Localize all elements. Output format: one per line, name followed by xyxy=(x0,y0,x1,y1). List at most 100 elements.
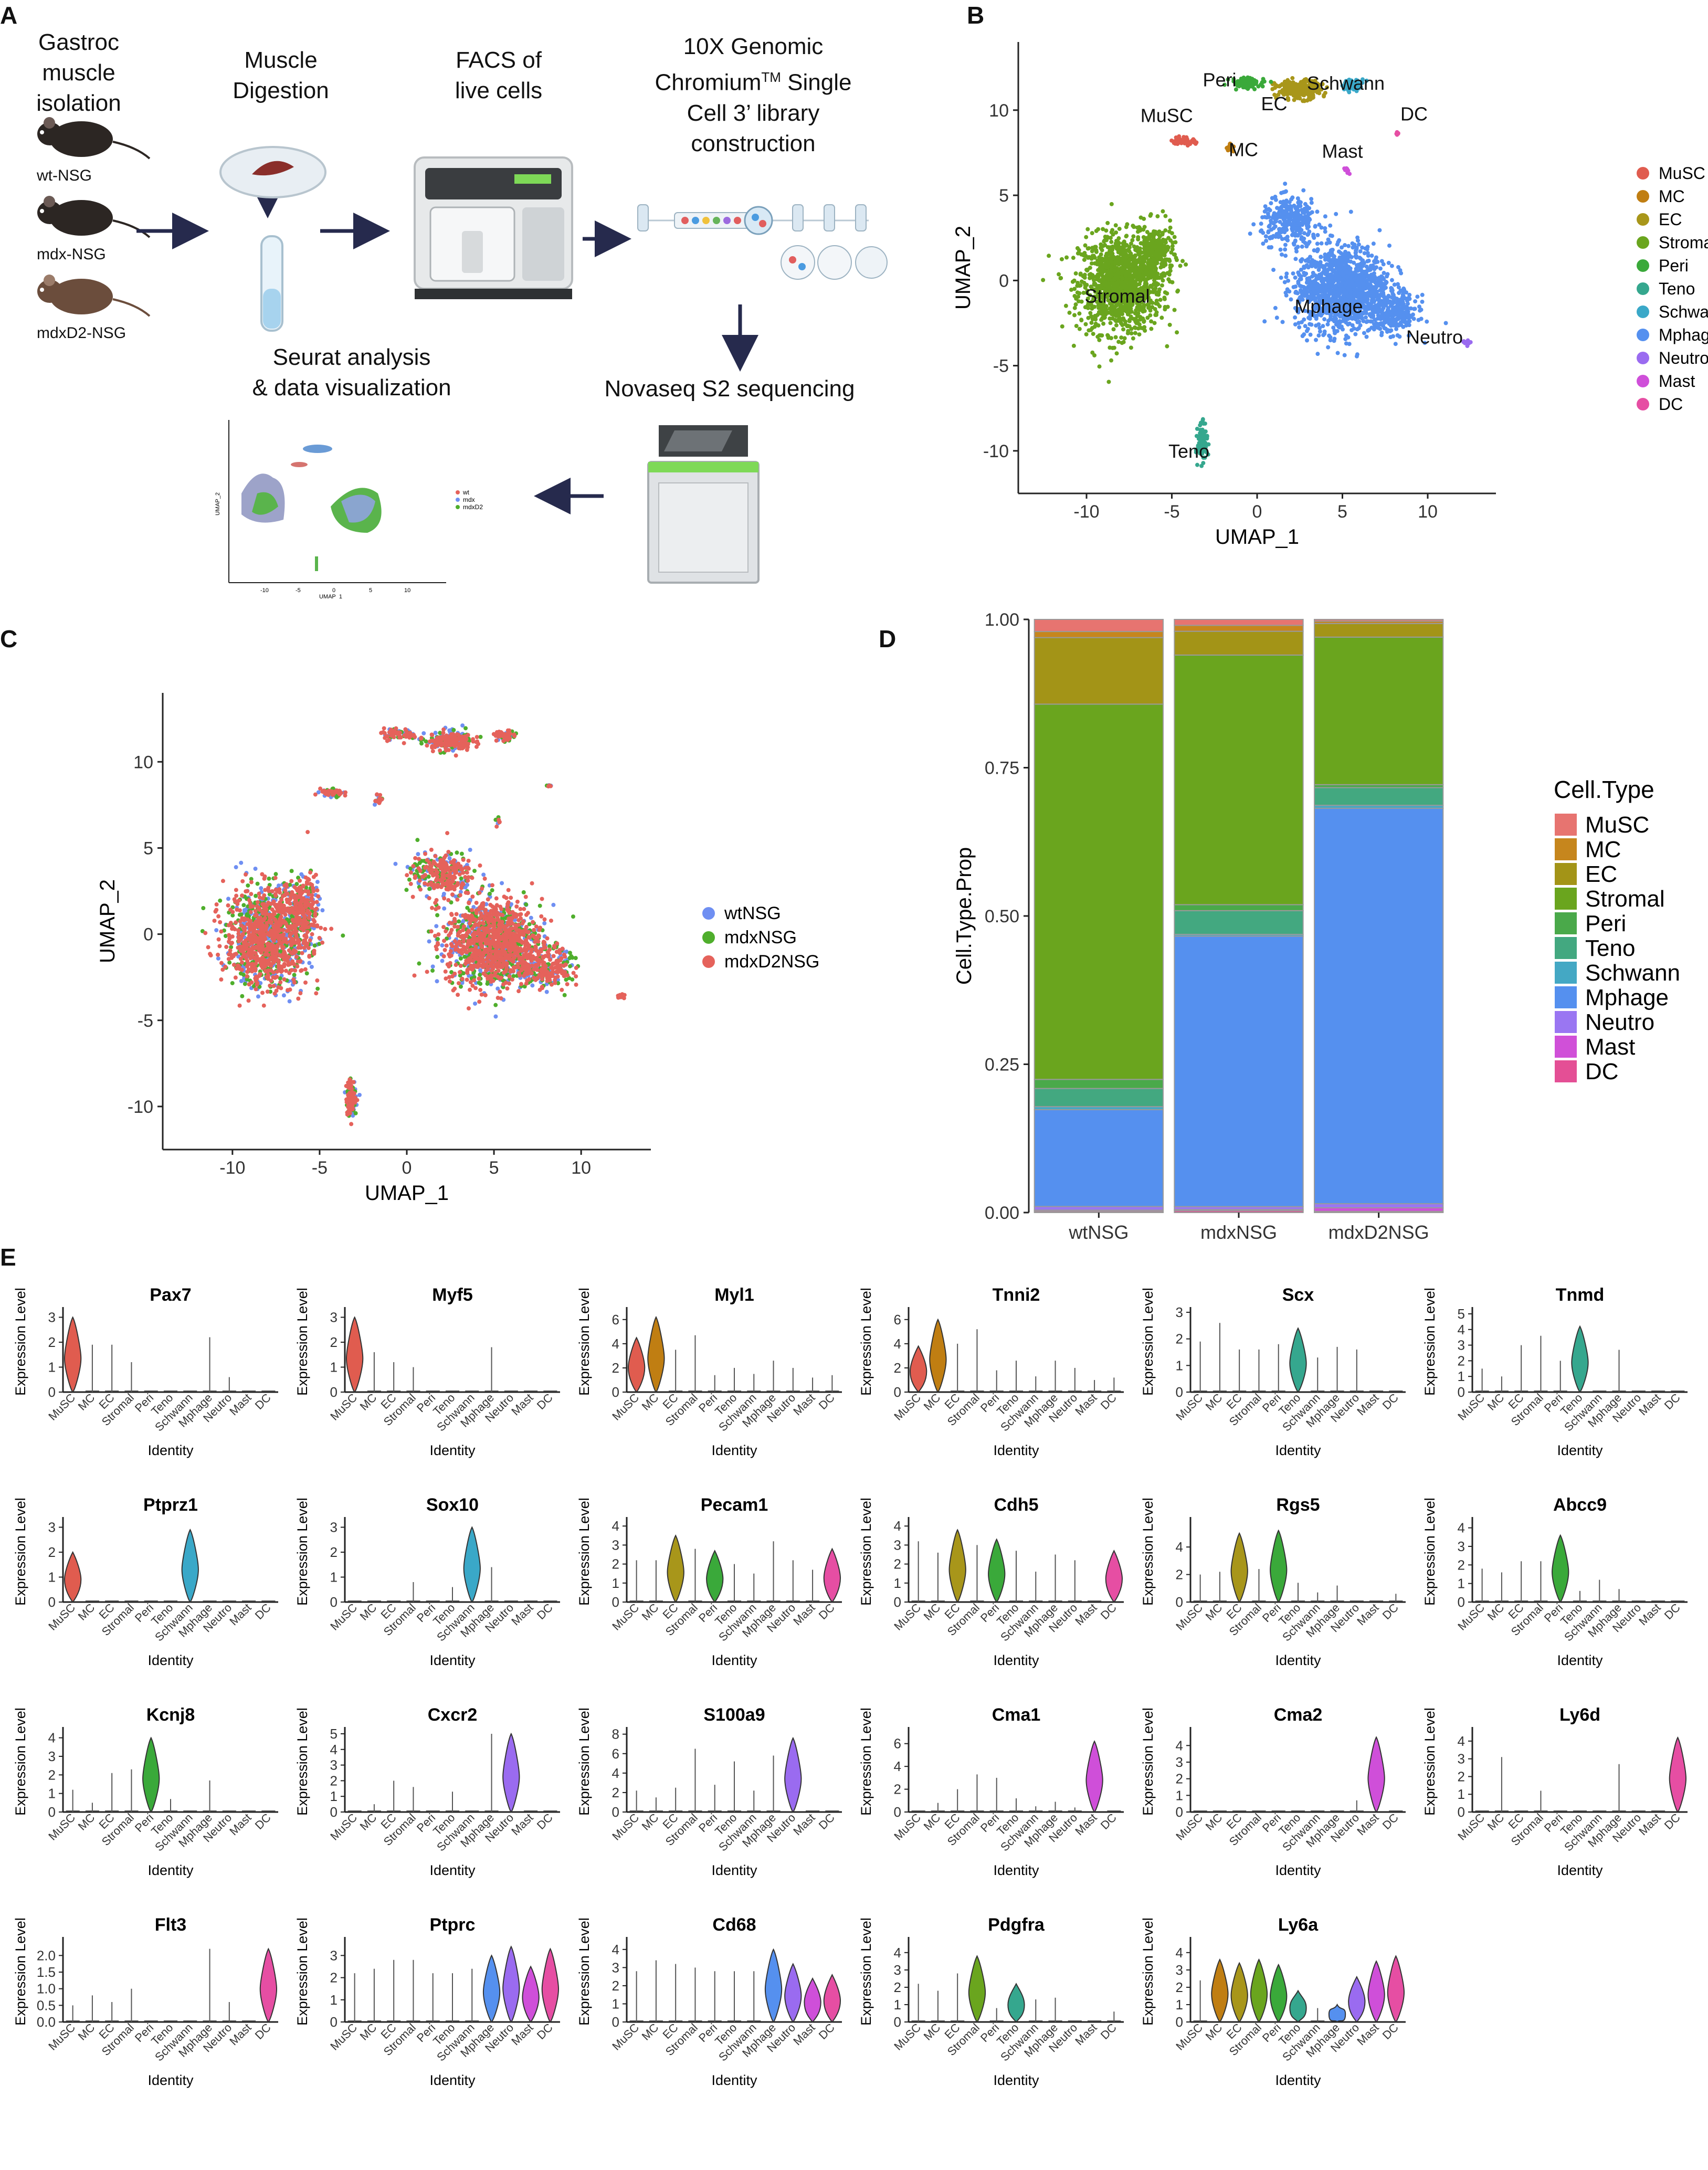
umap-point xyxy=(1334,306,1338,310)
umap-point xyxy=(1148,213,1153,218)
umap-point xyxy=(1124,234,1129,238)
umap-point xyxy=(1345,171,1350,175)
umap-point xyxy=(1323,229,1327,234)
umap-point xyxy=(1130,266,1134,271)
umap-point xyxy=(1121,276,1125,281)
umap-point xyxy=(1200,417,1205,422)
umap-point xyxy=(1102,263,1106,268)
umap-point xyxy=(1415,294,1420,299)
umap-point xyxy=(1313,283,1317,288)
umap-point xyxy=(1279,276,1283,280)
y-axis-title: UMAP_2 xyxy=(952,226,975,310)
umap-point xyxy=(1141,296,1145,301)
umap-point xyxy=(1134,275,1139,280)
umap-point xyxy=(1396,131,1400,136)
umap-point xyxy=(1406,301,1410,306)
umap-point xyxy=(1349,255,1354,259)
umap-point xyxy=(1085,256,1090,260)
umap-point xyxy=(1151,237,1156,241)
umap-point xyxy=(1346,244,1351,248)
umap-point xyxy=(1145,315,1150,320)
umap-point xyxy=(1346,283,1351,288)
umap-point xyxy=(1132,293,1136,298)
umap-point xyxy=(1088,266,1092,270)
umap-point xyxy=(1412,307,1417,311)
umap-point xyxy=(1413,299,1418,304)
umap-point xyxy=(1365,251,1370,256)
umap-point xyxy=(1391,292,1396,297)
step-line-text: 10X Genomic xyxy=(683,34,824,59)
umap-point xyxy=(1353,317,1358,322)
umap-point xyxy=(1101,321,1106,326)
cluster-label: DC xyxy=(1400,103,1428,124)
umap-point xyxy=(1121,327,1126,332)
umap-point xyxy=(1342,256,1347,260)
umap-point xyxy=(1354,254,1359,259)
umap-point xyxy=(1114,323,1119,328)
umap-point xyxy=(1366,273,1371,278)
legend-label: Schwann xyxy=(1659,302,1708,321)
umap-point xyxy=(1082,257,1087,262)
umap-point xyxy=(1175,330,1179,335)
step-facs: FACS of live cells xyxy=(430,45,567,106)
umap-point xyxy=(1083,243,1088,248)
legend-label: Teno xyxy=(1659,279,1695,298)
umap-point xyxy=(1094,283,1099,288)
umap-point xyxy=(1357,298,1362,303)
umap-point xyxy=(1332,336,1337,341)
umap-point xyxy=(214,928,219,933)
umap-point xyxy=(1306,310,1311,314)
umap-point xyxy=(1332,268,1336,272)
umap-point xyxy=(1325,278,1330,282)
umap-point xyxy=(1141,241,1145,246)
umap-point xyxy=(1400,319,1405,324)
umap-point xyxy=(1347,288,1352,292)
cluster-label: Mphage xyxy=(1294,296,1363,317)
umap-point xyxy=(1290,83,1295,88)
umap-point xyxy=(1154,238,1159,243)
umap-point xyxy=(1106,285,1111,290)
umap-point xyxy=(1379,330,1384,335)
umap-point xyxy=(1326,311,1331,315)
umap-point xyxy=(1128,257,1133,262)
mouse-illustrations xyxy=(37,117,151,317)
umap-point xyxy=(1289,297,1293,302)
muscle-icon xyxy=(252,161,294,176)
umap-point xyxy=(1352,277,1357,281)
umap-point xyxy=(1105,272,1110,277)
umap-point xyxy=(1311,279,1316,283)
trademark-superscript: TM xyxy=(761,69,781,85)
umap-point xyxy=(1141,326,1145,331)
umap-point xyxy=(1283,215,1288,220)
umap-point xyxy=(1385,308,1390,312)
umap-point xyxy=(1178,264,1183,268)
umap-point xyxy=(1314,338,1319,342)
umap-point xyxy=(1088,311,1093,315)
umap-point xyxy=(1357,319,1362,324)
umap-point xyxy=(1370,263,1375,268)
umap-point xyxy=(1111,299,1115,303)
umap-point xyxy=(1374,291,1379,296)
umap-point xyxy=(1295,212,1300,216)
umap-point xyxy=(1145,236,1150,240)
umap-point xyxy=(1112,277,1116,282)
umap-point xyxy=(1360,260,1365,265)
umap-point xyxy=(1345,293,1350,298)
x-tick-label: -10 xyxy=(219,1158,245,1178)
x-axis-title: UMAP_1 xyxy=(365,1182,449,1205)
umap-point xyxy=(1297,325,1302,330)
umap-point xyxy=(1146,303,1151,308)
umap-point xyxy=(1077,251,1081,256)
umap-point xyxy=(1097,310,1101,314)
umap-point xyxy=(1060,324,1064,329)
umap-point xyxy=(1302,236,1306,241)
chromium-schematic-illustration xyxy=(637,204,888,280)
umap-point xyxy=(1088,293,1092,298)
step-line: Gastroc xyxy=(38,29,120,55)
umap-point xyxy=(1296,200,1301,205)
umap-point xyxy=(1168,225,1173,230)
umap-point xyxy=(1085,303,1090,308)
umap-point xyxy=(1326,293,1331,298)
umap-points xyxy=(200,723,627,1126)
umap-point xyxy=(1142,238,1147,243)
